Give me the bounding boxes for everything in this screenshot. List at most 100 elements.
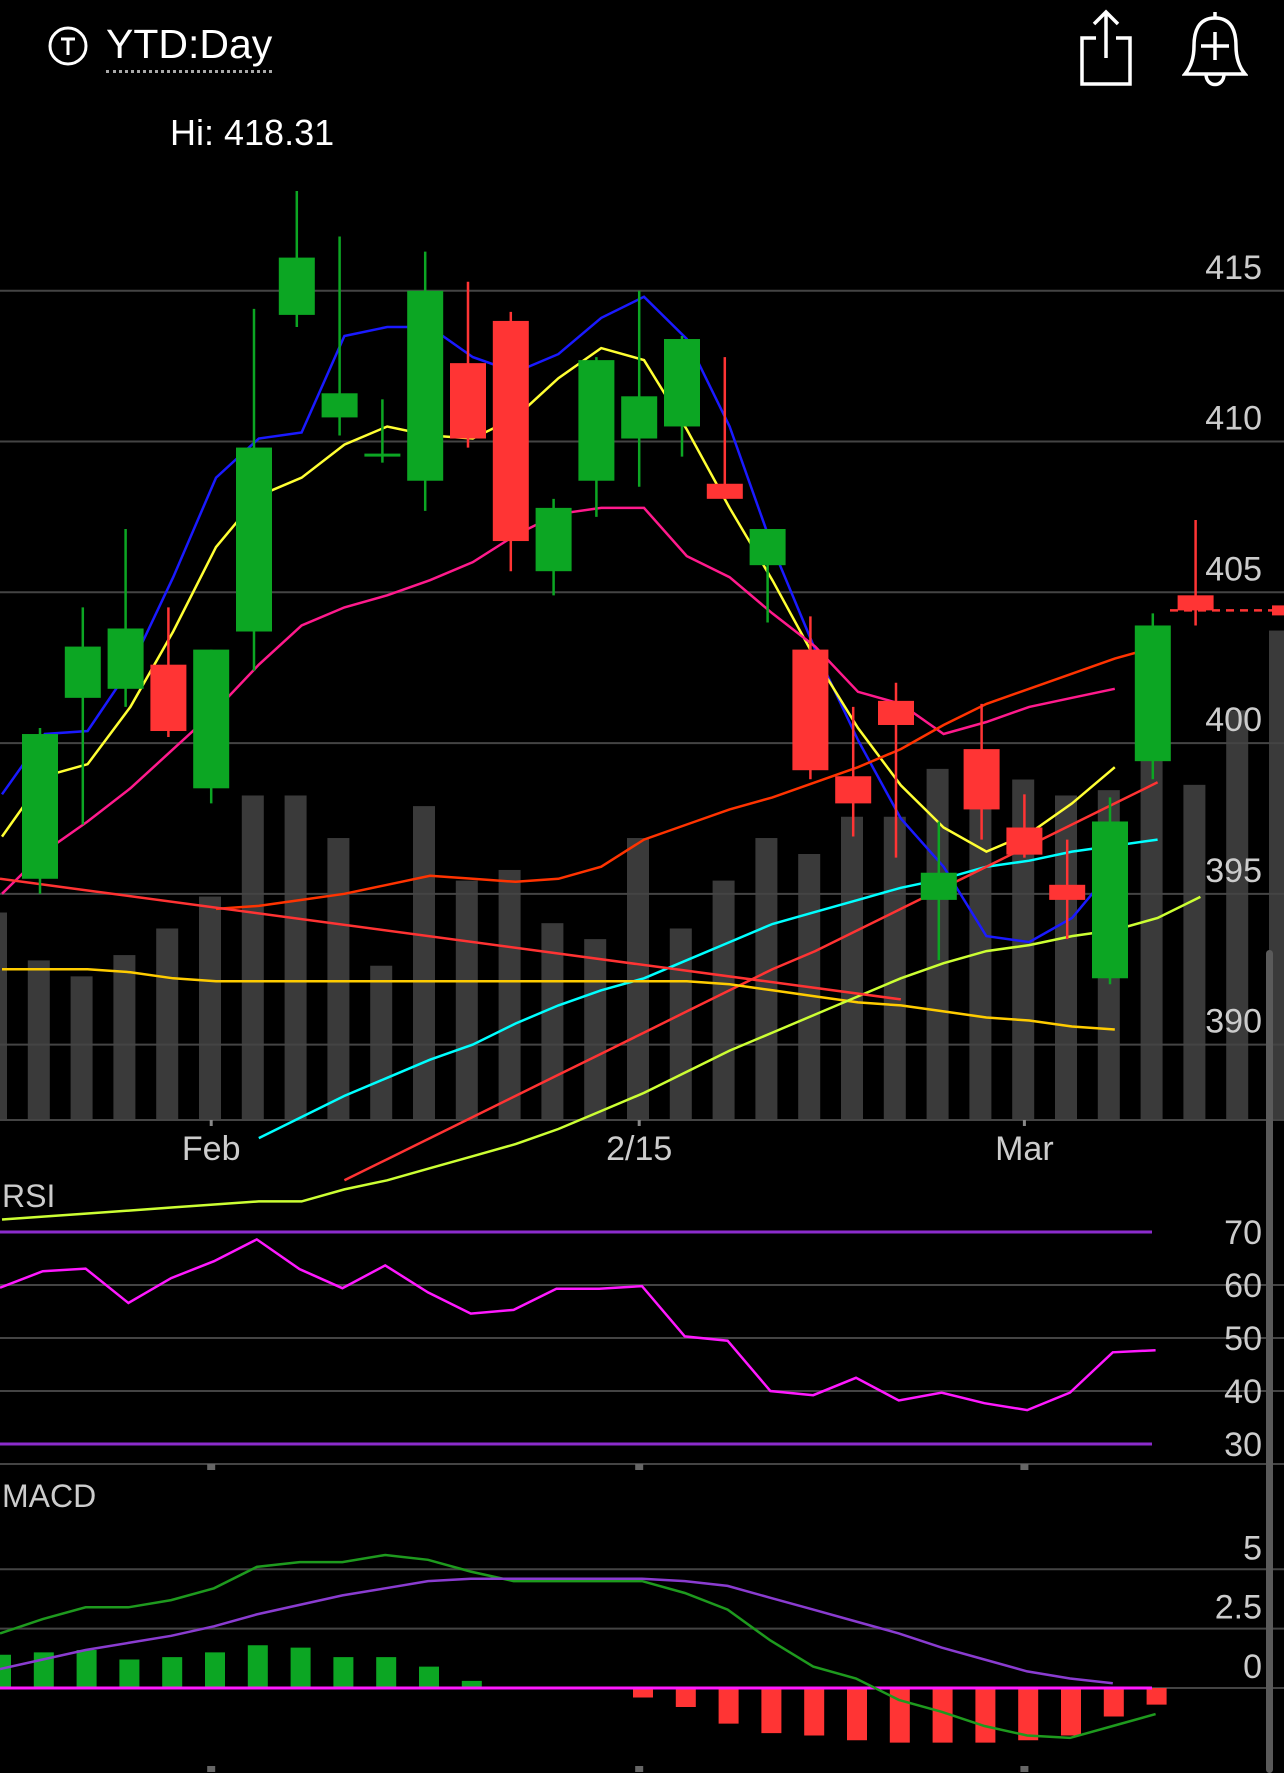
volume-bar (455, 880, 478, 1120)
volume-bar (755, 838, 778, 1120)
volume-bar (327, 838, 350, 1120)
macd-line (0, 1553, 1156, 1740)
volume-bar (199, 896, 221, 1120)
volume-bar (27, 960, 50, 1120)
macd-histogram-bar (932, 1688, 953, 1743)
volume-bar (969, 800, 992, 1120)
macd-histogram-bar (1018, 1688, 1039, 1741)
moving-average-line (215, 645, 1158, 911)
x-tick-mark (635, 1766, 644, 1772)
y-tick-label: 390 (1205, 1003, 1262, 1041)
volume-bar (883, 816, 906, 1120)
x-tick-mark (1020, 1766, 1029, 1772)
volume-bar (498, 869, 521, 1120)
candle-down (1049, 884, 1086, 900)
candle-up (1092, 821, 1128, 979)
candle-up (236, 447, 272, 632)
volume-bar (370, 965, 393, 1120)
macd-histogram-bar (76, 1650, 97, 1688)
share-icon[interactable] (1078, 8, 1134, 88)
candle-down (150, 664, 187, 732)
macd-histogram-bar (847, 1688, 867, 1741)
volume-bar (113, 955, 136, 1120)
macd-histogram-bar (1146, 1688, 1167, 1705)
candle-up (22, 734, 58, 879)
volume-bar (1012, 779, 1035, 1120)
candle-up (278, 257, 315, 315)
y-tick-label: 410 (1205, 400, 1262, 438)
candle-up (321, 393, 358, 418)
macd-y-tick-label: 5 (1243, 1529, 1262, 1567)
macd-histogram-bar (761, 1688, 782, 1734)
rsi-title: RSI (2, 1178, 55, 1214)
volume-bar (70, 976, 93, 1120)
candle-down (1177, 595, 1214, 611)
candle-down (492, 320, 529, 542)
macd-histogram-bar (633, 1688, 653, 1698)
x-tick-mark (1020, 1464, 1029, 1470)
volume-bar (284, 795, 307, 1120)
candle-up (749, 528, 786, 566)
macd-histogram-bar (975, 1688, 996, 1743)
macd-histogram-bar (376, 1657, 397, 1688)
macd-histogram-bar (461, 1680, 482, 1688)
macd-histogram-bar (1061, 1688, 1081, 1736)
macd-histogram-bar (290, 1647, 311, 1688)
rsi-y-tick-label: 70 (1224, 1214, 1262, 1252)
candle-down (450, 363, 486, 439)
macd-histogram-bar (419, 1666, 439, 1688)
last-price-marker (1272, 605, 1284, 616)
moving-average-line (258, 838, 1158, 1140)
candle-up (578, 360, 615, 481)
candle-down (706, 483, 743, 499)
macd-histogram-bar (675, 1688, 696, 1707)
y-tick-label: 415 (1205, 249, 1262, 287)
volume-bar (841, 816, 863, 1120)
x-tick-label: Mar (995, 1130, 1054, 1168)
t-circle-icon[interactable] (48, 26, 88, 66)
volume-bar (156, 928, 179, 1120)
volume-bar (413, 806, 435, 1120)
macd-histogram-bar (162, 1657, 183, 1688)
volume-bar (1140, 747, 1163, 1120)
volume-bar (1183, 784, 1206, 1120)
volume-bar (0, 912, 7, 1120)
volume-bar (541, 923, 564, 1120)
macd-histogram-bar (0, 1654, 11, 1688)
candle-up (364, 453, 401, 457)
scrollbar[interactable] (1266, 950, 1273, 1773)
candle-up (621, 396, 658, 439)
candle-up (1134, 625, 1171, 762)
moving-average-line (0, 346, 1116, 853)
trend-line (0, 877, 901, 1001)
rsi-y-tick-label: 30 (1224, 1426, 1262, 1464)
macd-histogram-bar (205, 1652, 225, 1688)
candle-up (664, 339, 700, 427)
macd-histogram-bar (1103, 1688, 1124, 1717)
candle-up (920, 872, 957, 900)
range-selector[interactable]: YTD:Day (106, 20, 273, 73)
candle-up (407, 290, 444, 481)
volume-bar (669, 928, 692, 1120)
macd-histogram-bar (718, 1688, 739, 1724)
moving-average-line (1, 895, 1201, 1221)
candle-up (535, 507, 572, 572)
y-tick-label: 405 (1205, 550, 1262, 588)
volume-bar (584, 939, 607, 1120)
y-tick-label: 395 (1205, 852, 1262, 890)
candle-down (1006, 827, 1043, 855)
macd-y-tick-label: 0 (1243, 1648, 1262, 1686)
volume-bar (241, 795, 264, 1120)
macd-title: MACD (2, 1478, 96, 1514)
macd-histogram-bar (119, 1659, 140, 1688)
candle-down (963, 749, 1000, 810)
add-alert-bell-icon[interactable] (1182, 8, 1248, 90)
macd-signal-line (0, 1577, 1113, 1685)
rsi-y-tick-label: 50 (1224, 1320, 1262, 1358)
x-tick-mark (635, 1464, 644, 1470)
rsi-line (0, 1237, 1156, 1412)
chart-header: YTD:Day (0, 0, 1284, 100)
y-tick-label: 400 (1205, 701, 1262, 739)
candle-down (792, 649, 829, 771)
